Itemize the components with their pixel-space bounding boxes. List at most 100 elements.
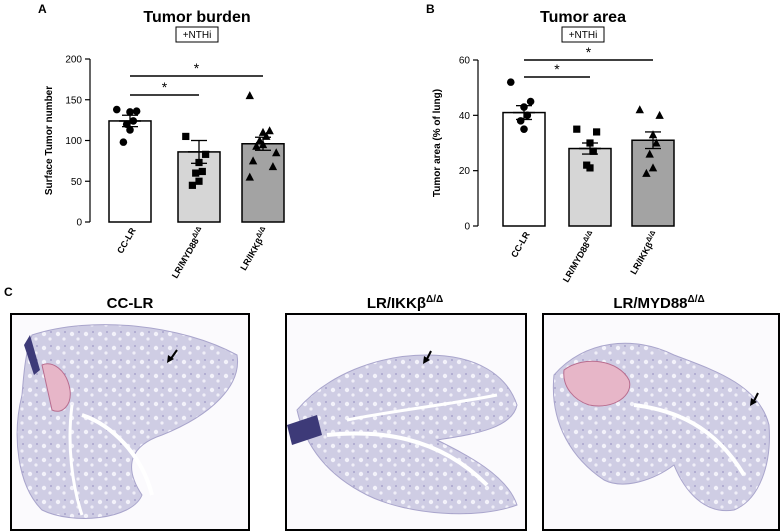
bar xyxy=(108,120,152,223)
y-tick-label: 40 xyxy=(459,111,471,122)
x-category-label-text: LR/IKKβ xyxy=(238,236,265,272)
data-point xyxy=(272,148,281,157)
histology-title-sup: Δ/Δ xyxy=(687,294,705,305)
x-category-label: LR/IKKβΔ/Δ xyxy=(627,230,660,277)
data-point xyxy=(192,169,200,177)
data-point xyxy=(188,181,196,189)
x-category-label-text: LR/MYD88 xyxy=(170,236,201,280)
data-point xyxy=(520,103,528,111)
data-point xyxy=(258,140,268,149)
data-point xyxy=(645,149,654,158)
y-tick-label: 50 xyxy=(71,177,83,188)
data-point xyxy=(245,172,254,181)
y-tick-label: 200 xyxy=(65,55,82,66)
data-point xyxy=(648,163,658,172)
bar xyxy=(631,139,675,227)
x-category-label: CC-LR xyxy=(115,226,138,256)
data-point xyxy=(122,120,131,128)
chart-title: Tumor burden xyxy=(143,9,250,26)
data-point xyxy=(642,168,651,177)
data-point xyxy=(516,117,525,125)
data-point xyxy=(248,156,258,165)
data-point xyxy=(202,150,210,158)
data-point xyxy=(523,111,532,120)
data-point xyxy=(129,117,138,125)
histology-title-label: LR/IKKβ xyxy=(366,295,426,312)
x-category-label-text: LR/IKKβ xyxy=(628,240,655,276)
y-tick-label: 150 xyxy=(65,95,82,106)
data-point xyxy=(262,131,271,140)
y-axis-title: Surface Tumor number xyxy=(44,86,55,195)
histology-title-label: LR/MYD88 xyxy=(613,295,688,312)
treatment-box xyxy=(175,26,219,43)
x-category-label-superscript: Δ/Δ xyxy=(645,230,657,244)
data-point xyxy=(132,107,141,115)
data-point xyxy=(648,130,658,139)
x-category-label-text: CC-LR xyxy=(115,226,138,256)
x-category-label: LR/MYD88Δ/Δ xyxy=(169,226,207,280)
histology-title-sup: Δ/Δ xyxy=(426,294,444,305)
treatment-box xyxy=(561,26,605,43)
x-category-label: LR/MYD88Δ/Δ xyxy=(560,230,598,284)
data-point xyxy=(119,138,128,146)
y-tick-label: 0 xyxy=(76,218,82,229)
data-point xyxy=(593,128,601,136)
data-point xyxy=(655,110,664,119)
x-category-label-superscript: Δ/Δ xyxy=(582,230,594,244)
y-tick-label: 60 xyxy=(459,56,471,67)
data-point xyxy=(195,158,203,167)
significance-star: * xyxy=(554,61,560,77)
x-category-label-text: LR/MYD88 xyxy=(561,240,592,284)
x-category-label-superscript: Δ/Δ xyxy=(191,226,203,240)
significance-star: * xyxy=(586,44,592,60)
lung-section-graphic xyxy=(16,324,239,519)
x-category-label-superscript: Δ/Δ xyxy=(255,226,267,240)
data-point xyxy=(198,167,206,176)
lung-section-graphic xyxy=(287,350,518,515)
histology-title-lr-ikkb: LR/IKKβΔ/Δ xyxy=(285,294,525,312)
bar xyxy=(502,111,546,227)
significance-star: * xyxy=(162,79,168,95)
panel-letter-a: A xyxy=(38,2,47,16)
bar xyxy=(177,151,221,223)
data-point xyxy=(586,139,594,147)
data-point xyxy=(195,177,203,185)
panel-letter-c: C xyxy=(4,285,13,299)
data-point xyxy=(589,147,597,155)
histology-title-cc-lr: CC-LR xyxy=(10,294,250,312)
bar xyxy=(568,147,612,227)
panel-letter-b: B xyxy=(426,2,435,16)
data-point xyxy=(573,125,581,133)
treatment-label: +NTHi xyxy=(183,30,212,41)
data-point xyxy=(126,126,134,134)
x-category-label: CC-LR xyxy=(509,230,532,260)
data-point xyxy=(258,127,268,136)
y-axis-title: Tumor area (% of lung) xyxy=(432,89,443,197)
data-point xyxy=(652,138,661,147)
data-point xyxy=(112,105,121,114)
histology-image-cc-lr xyxy=(10,313,250,531)
y-tick-label: 0 xyxy=(464,222,470,233)
data-point xyxy=(506,78,515,86)
data-point xyxy=(126,108,134,116)
data-point xyxy=(586,164,594,172)
x-category-label-text: CC-LR xyxy=(509,230,532,260)
lung-section-graphic xyxy=(552,342,770,512)
y-tick-label: 20 xyxy=(459,166,471,177)
histology-image-lr-myd88 xyxy=(542,313,780,531)
data-point xyxy=(182,132,190,141)
data-point xyxy=(635,105,644,114)
x-category-label: LR/IKKβΔ/Δ xyxy=(237,226,270,273)
chart-title: Tumor area xyxy=(540,9,626,26)
data-point xyxy=(255,136,264,144)
data-point xyxy=(268,162,278,171)
histology-image-lr-ikkb xyxy=(285,313,527,531)
data-point xyxy=(252,141,261,150)
treatment-label: +NTHi xyxy=(569,30,598,41)
histology-title-label: CC-LR xyxy=(106,295,154,312)
data-point xyxy=(265,126,274,135)
data-point xyxy=(245,91,254,100)
data-point xyxy=(520,125,528,133)
histology-title-lr-myd88: LR/MYD88Δ/Δ xyxy=(542,294,776,312)
